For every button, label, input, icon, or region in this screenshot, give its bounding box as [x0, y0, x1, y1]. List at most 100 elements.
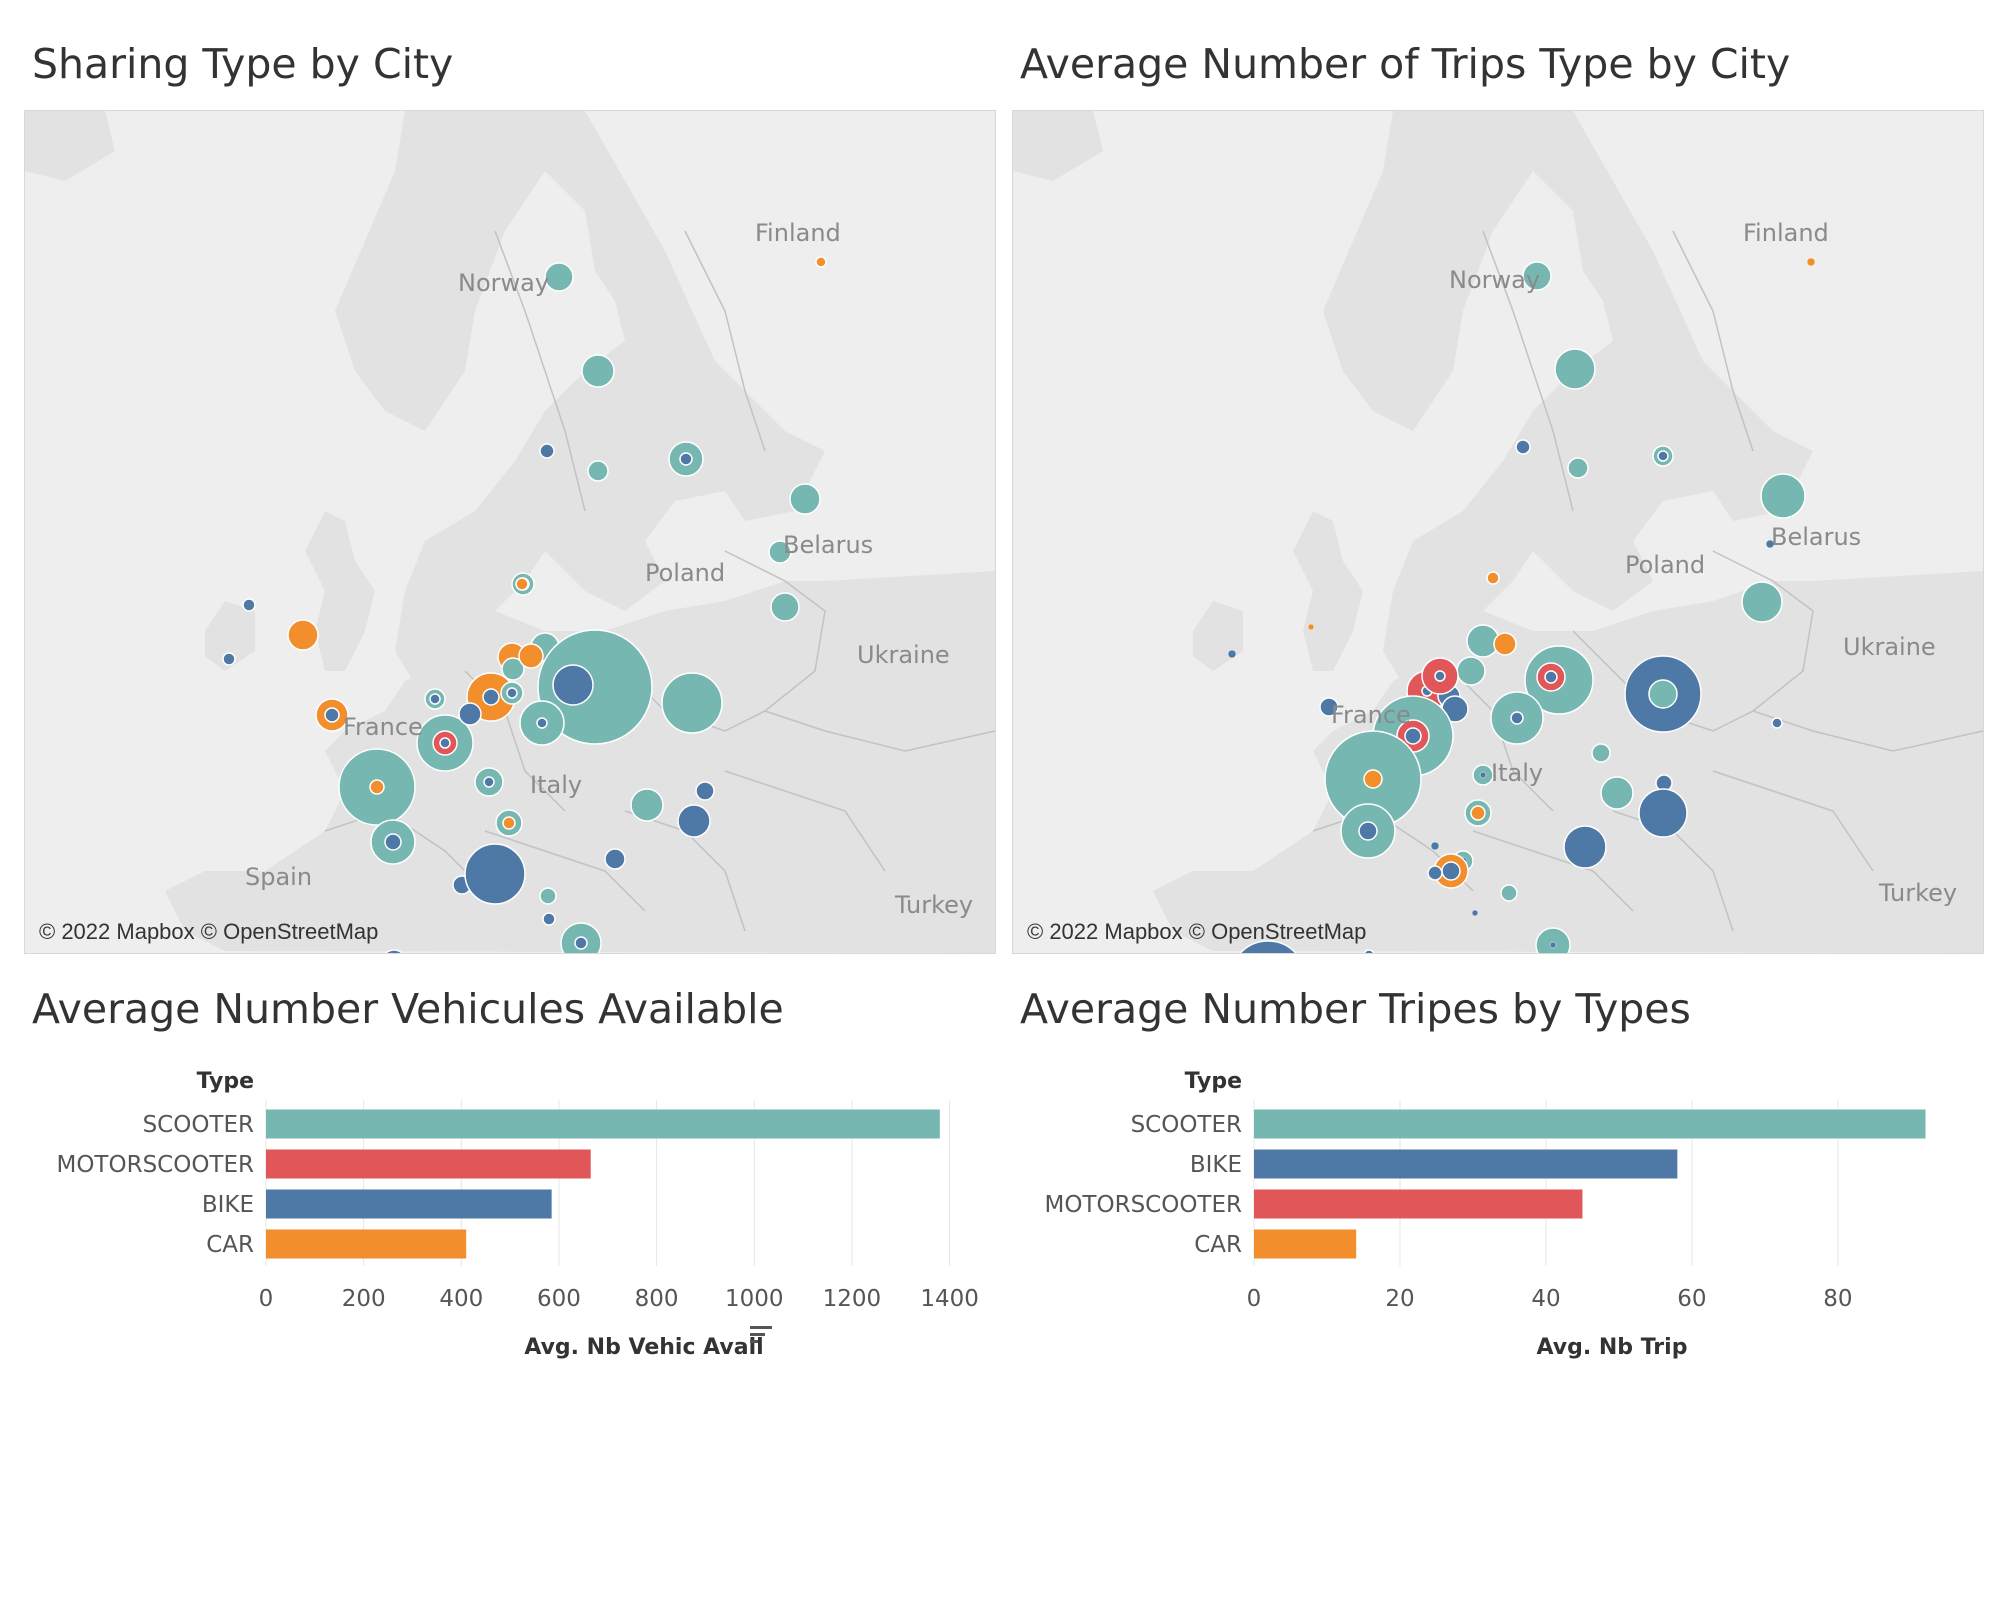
chart2-bar-car[interactable] — [1254, 1229, 1357, 1259]
map2-bubble-bike[interactable] — [1434, 670, 1446, 682]
map2-bubble-bike[interactable] — [1471, 909, 1479, 917]
map2-bubble-car[interactable] — [1363, 769, 1383, 789]
map2-bubble-bike[interactable] — [1657, 450, 1669, 462]
map1-bubble-bike[interactable] — [464, 843, 526, 905]
map2-trips-type[interactable]: Finland Norway Belarus Ukraine Turkey Po… — [1012, 110, 1984, 954]
map2-bubble-scooter[interactable] — [1554, 348, 1596, 390]
chart2-category-label[interactable]: BIKE — [1190, 1152, 1242, 1178]
map1-bubble-bike[interactable] — [483, 776, 495, 788]
map2-bubble-scooter[interactable] — [1591, 743, 1611, 763]
map1-bubble-scooter[interactable] — [539, 887, 557, 905]
sort-icon[interactable] — [750, 1326, 772, 1346]
map1-bubble-bike[interactable] — [574, 936, 588, 950]
map1-bubble-bike[interactable] — [242, 598, 256, 612]
map1-bubble-bike[interactable] — [506, 687, 518, 699]
map1-bubble-bike[interactable] — [677, 804, 711, 838]
map1-bubble-bike[interactable] — [382, 949, 406, 953]
map2-bubble-scooter[interactable] — [1741, 581, 1783, 623]
chart2-category-label[interactable]: CAR — [1194, 1232, 1242, 1258]
map1-bubble-scooter[interactable] — [537, 629, 653, 745]
map2-bubble-scooter[interactable] — [1456, 656, 1486, 686]
map2-bubble-bike[interactable] — [1358, 821, 1378, 841]
map2-bubble-bike[interactable] — [1430, 841, 1440, 851]
map1-bubble-bike[interactable] — [695, 781, 715, 801]
map2-bubble-bike[interactable] — [1563, 825, 1607, 869]
chart1-category-label[interactable]: MOTORSCOOTER — [56, 1152, 254, 1178]
map2-bubble-scooter[interactable] — [1600, 776, 1634, 810]
map1-bubble-car[interactable] — [515, 577, 529, 591]
map2-bubble-bike[interactable] — [1549, 941, 1557, 949]
map2-bubble-bike[interactable] — [1638, 788, 1688, 838]
map1-bubble-bike[interactable] — [542, 912, 556, 926]
map1-bubble-bike[interactable] — [458, 702, 482, 726]
map2-bubble-car[interactable] — [1493, 632, 1517, 656]
chart2-bar-scooter[interactable] — [1254, 1109, 1926, 1139]
map1-bubble-scooter[interactable] — [501, 657, 525, 681]
map2-attribution[interactable]: © 2022 Mapbox © OpenStreetMap — [1027, 919, 1367, 944]
chart1-category-label[interactable]: BIKE — [202, 1192, 254, 1218]
map1-bubble-car[interactable] — [518, 643, 544, 669]
map1-bubble-scooter[interactable] — [581, 354, 615, 388]
chart1-bar-car[interactable] — [266, 1229, 467, 1259]
map2-bubble-car[interactable] — [1486, 571, 1500, 585]
chart1-bar-motorscooter[interactable] — [266, 1149, 591, 1179]
map2-bubble-bike[interactable] — [1510, 711, 1524, 725]
map1-bubble-bike[interactable] — [482, 688, 500, 706]
map1-bubble-bike[interactable] — [604, 848, 626, 870]
map2-bubble-bike[interactable] — [1544, 670, 1558, 684]
map1-bubble-bike[interactable] — [324, 707, 340, 723]
chart1-bar-bike[interactable] — [266, 1189, 552, 1219]
map1-bubble-bike[interactable] — [384, 833, 402, 851]
map1-bubble-scooter[interactable] — [630, 788, 664, 822]
map1-bubble-bike[interactable] — [439, 737, 451, 749]
map1-bubble-car[interactable] — [287, 619, 319, 651]
map2-bubble-bike[interactable] — [1319, 697, 1339, 717]
map2-bubble-car[interactable] — [1470, 805, 1486, 821]
map1-bubble-scooter[interactable] — [661, 672, 723, 734]
map2-bubble-scooter[interactable] — [1500, 884, 1518, 902]
chart1-bar-scooter[interactable] — [266, 1109, 940, 1139]
chart2-category-label[interactable]: MOTORSCOOTER — [1044, 1192, 1242, 1218]
map1-attribution[interactable]: © 2022 Mapbox © OpenStreetMap — [39, 919, 379, 944]
map1-sharing-type[interactable]: Finland Norway Belarus Ukraine Turkey Po… — [24, 110, 996, 954]
map2-bubble-bike[interactable] — [1479, 771, 1487, 779]
map1-bubble-scooter[interactable] — [770, 592, 800, 622]
map1-bubble-scooter[interactable] — [587, 460, 609, 482]
map2-bubble-bike[interactable] — [1427, 865, 1443, 881]
chart2-axis-title: Avg. Nb Trip — [1537, 1335, 1688, 1360]
map1-bubble-bike[interactable] — [429, 693, 441, 705]
map1-bubble-bike[interactable] — [539, 443, 555, 459]
map2-bubble-bike[interactable] — [1515, 439, 1531, 455]
map1-bubble-bike[interactable] — [222, 652, 236, 666]
chart2-category-label[interactable]: SCOOTER — [1131, 1112, 1242, 1138]
map1-bubble-scooter[interactable] — [544, 262, 574, 292]
map2-bubble-bike[interactable] — [1404, 727, 1422, 745]
map2-bubble-car[interactable] — [1307, 623, 1315, 631]
map1-bubble-car[interactable] — [502, 816, 516, 830]
map1-bubble-scooter[interactable] — [768, 540, 792, 564]
chart1-category-label[interactable]: SCOOTER — [143, 1112, 254, 1138]
map2-bubble-scooter[interactable] — [1535, 927, 1571, 953]
map1-bubble-bike[interactable] — [679, 452, 693, 466]
map2-bubble-bike[interactable] — [1230, 940, 1306, 953]
chart2-trips-by-type[interactable]: Type SCOOTER BIKE MOTORSCOOTER CAR 0 20 40 60 80 A… — [1012, 1050, 1992, 1370]
map2-bubble-scooter[interactable] — [1567, 457, 1589, 479]
map2-bubble-bike[interactable] — [1227, 649, 1237, 659]
map2-bubble-scooter[interactable] — [1760, 473, 1806, 519]
map2-bubble-car[interactable] — [1806, 257, 1816, 267]
map2-bubble-bike[interactable] — [1771, 717, 1783, 729]
chart1-category-label[interactable]: CAR — [206, 1232, 254, 1258]
chart1-vehicles-available[interactable]: Type SCOOTER MOTORSCOOTER BIKE CAR 0 200 400 600… — [24, 1050, 1004, 1370]
map2-bubble-bike[interactable] — [1765, 539, 1775, 549]
map2-bubble-bike[interactable] — [1363, 949, 1375, 953]
map1-bubble-scooter[interactable] — [789, 483, 821, 515]
map1-bubble-car[interactable] — [815, 256, 827, 268]
map2-bubble-bike[interactable] — [1441, 861, 1461, 881]
map2-bubble-scooter[interactable] — [1522, 261, 1552, 291]
chart2-bar-bike[interactable] — [1254, 1149, 1678, 1179]
map1-bubble-car[interactable] — [369, 779, 385, 795]
chart2-bar-motorscooter[interactable] — [1254, 1189, 1583, 1219]
map1-bubble-bike[interactable] — [536, 717, 548, 729]
map2-bubble-scooter[interactable] — [1648, 679, 1678, 709]
map1-bubble-bike[interactable] — [552, 664, 594, 706]
